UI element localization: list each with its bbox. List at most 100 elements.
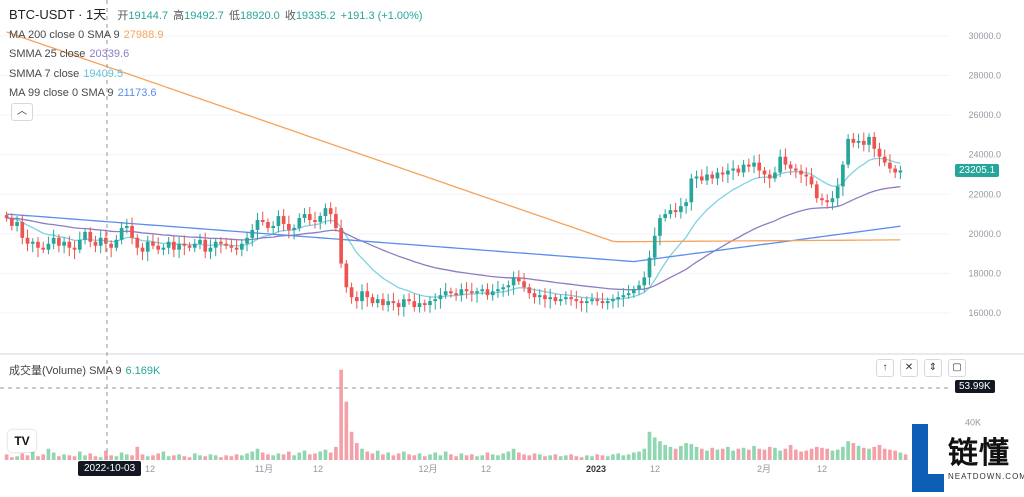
candle-body [485,289,490,296]
change-value: +191.3 (+1.00%) [340,10,423,22]
volume-bar [234,454,239,460]
candle-body [334,214,338,228]
candle-body [166,241,171,248]
candle-body [548,297,553,300]
indicator-value: 19409.5 [83,68,124,80]
candle-body [433,299,438,302]
volume-bar [10,457,14,460]
candle-body [773,172,777,179]
candle-body [318,216,323,222]
candle-body [469,291,474,294]
volume-bar [496,455,500,460]
candle-body [151,241,155,246]
volume-bar [820,447,824,460]
candle-body [51,237,56,244]
volume-bar [88,453,93,460]
volume-bar [77,451,82,460]
volume-bar [726,446,730,460]
volume-bar [51,452,56,460]
volume-bar [480,455,485,460]
candle-body [422,303,427,306]
candle-body [506,285,511,288]
candle-body [605,301,610,304]
volume-bar [208,454,213,460]
candle-body [496,289,500,292]
volume-bar [469,454,474,460]
volume-sma-label: SMA 9 [89,365,122,377]
volume-bar [72,456,77,460]
volume-bar [856,445,861,460]
arrow-up-icon[interactable]: ↑ [876,359,894,377]
indicator-smma25[interactable]: SMMA 25 close 20339.6 [9,47,129,61]
candle-body [224,243,228,246]
volume-bar [224,455,228,460]
candle-body [83,231,87,240]
volume-header[interactable]: 成交量(Volume) SMA 9 6.169K [9,362,160,378]
candle-body [260,220,265,222]
close-icon[interactable]: ✕ [900,359,918,377]
candle-body [757,162,762,171]
indicator-smma7[interactable]: SMMA 7 close 19409.5 [9,67,123,81]
candle-body [788,164,793,169]
volume-bar [360,448,364,460]
volume-bar [799,451,803,460]
ma99-line [6,213,901,263]
volume-bar [297,452,302,460]
candle-body [271,225,276,228]
volume-bar [104,450,108,460]
candle-body [736,168,741,173]
volume-bar [407,454,411,460]
x-axis: 12 11月 12 12月 12 2023 12 2月 12 [145,464,827,474]
indicator-label: SMMA 25 close [9,48,86,60]
candle-body [684,202,688,207]
candle-body [741,164,746,173]
volume-bar [558,456,563,460]
volume-bar [762,449,767,460]
volume-bar [741,447,746,460]
volume-bar [271,455,276,460]
candle-body [579,301,584,304]
volume-bar [689,444,694,460]
volume-bar [794,449,798,460]
volume-bar [281,454,286,460]
open-label: 开 [117,10,129,22]
tradingview-logo[interactable]: TV [8,430,36,452]
crosshair-date-label: 2022-10-03 [78,461,142,476]
candle-body [313,220,317,222]
symbol-label[interactable]: BTC-USDT · 1天 [9,7,107,22]
chevron-up-icon[interactable]: ︿ [11,103,33,121]
volume-bar [537,454,542,460]
indicator-ma99[interactable]: MA 99 close 0 SMA 9 21173.6 [9,86,157,100]
candle-body [72,247,77,250]
volume-bar [522,454,526,460]
candle-body [872,136,877,149]
volume-bar [339,369,343,460]
candle-body [814,184,819,199]
volume-bar [783,448,788,460]
indicator-ma200[interactable]: MA 200 close 0 SMA 9 27988.9 [9,28,163,42]
x-tick-label: 12 [481,464,491,474]
volume-bar [767,446,772,460]
volume-bar [809,448,814,460]
candle-body [490,291,495,296]
candle-body [532,293,537,298]
candle-body [177,243,181,250]
candle-body [564,297,568,300]
volume-bar [229,456,234,460]
volume-bar [156,453,161,460]
logo-text-cn: 链懂 [948,437,1010,470]
volume-bar [710,447,715,460]
indicator-value: 21173.6 [117,87,157,99]
volume-bar [605,456,610,460]
collapse-icon[interactable]: ⇕ [924,359,942,377]
volume-crosshair-tag: 53.99K [955,380,995,393]
volume-bar [663,444,668,460]
volume-bar [354,443,359,460]
maximize-icon[interactable]: ▢ [948,359,966,377]
volume-bar [590,456,594,460]
volume-bar [219,457,223,460]
candle-body [386,301,390,306]
volume-bar [835,449,840,460]
candle-body [794,168,798,171]
